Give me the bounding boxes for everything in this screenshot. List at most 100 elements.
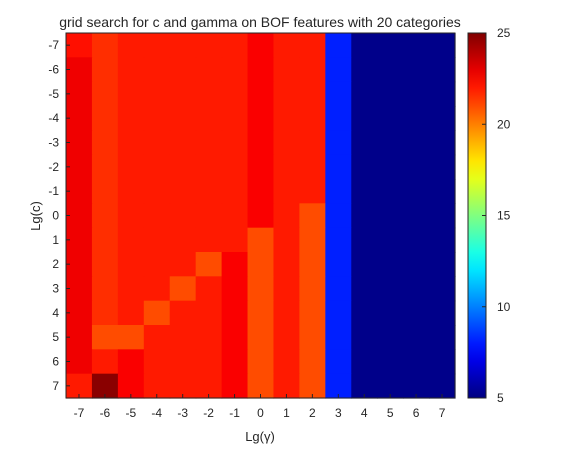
- heatmap-cell: [195, 349, 223, 375]
- heatmap-cell: [66, 203, 93, 229]
- heatmap-cell: [221, 33, 249, 58]
- heatmap-cell: [169, 276, 197, 302]
- heatmap-cell: [351, 276, 378, 302]
- y-tick-label: -5: [48, 87, 59, 101]
- heatmap-cell: [117, 154, 145, 180]
- heatmap-cell: [247, 300, 275, 326]
- heatmap-cell: [377, 106, 404, 131]
- colorbar-ticks: 5 10 15 20 25: [482, 26, 511, 405]
- heatmap-cell: [66, 349, 93, 375]
- heatmap-cell: [247, 227, 275, 253]
- heatmap-cell: [247, 325, 275, 350]
- heatmap-cell: [143, 276, 171, 302]
- heatmap-cell: [273, 106, 300, 131]
- y-tick-label: -7: [48, 38, 59, 52]
- heatmap-cell: [377, 325, 404, 350]
- heatmap-cell: [377, 252, 404, 277]
- heatmap-cell: [429, 81, 456, 107]
- heatmap-cell: [66, 300, 93, 326]
- x-tick-label: -1: [229, 406, 240, 420]
- x-tick-label: -5: [125, 406, 136, 420]
- heatmap-cell: [91, 57, 119, 83]
- x-tick-label: 1: [283, 406, 290, 420]
- heatmap-cell: [143, 106, 171, 131]
- heatmap-cell: [66, 81, 93, 107]
- colorbar-tick-label: 10: [497, 300, 511, 314]
- heatmap-cell: [91, 154, 119, 180]
- heatmap-cell: [273, 57, 300, 83]
- y-tick-label: 3: [52, 282, 59, 296]
- heatmap-cell: [195, 276, 223, 302]
- heatmap-cell: [117, 81, 145, 107]
- y-tick-label: -1: [48, 184, 59, 198]
- heatmap-cell: [299, 227, 326, 253]
- heatmap-cell: [195, 325, 223, 350]
- x-tick-label: -3: [177, 406, 188, 420]
- heatmap-cell: [351, 203, 378, 229]
- colorbar-tick-label: 25: [497, 26, 511, 40]
- heatmap-cell: [325, 349, 352, 375]
- heatmap-cell: [351, 57, 378, 83]
- heatmap-cell: [221, 57, 249, 83]
- heatmap-cell: [195, 33, 223, 58]
- heatmap-cell: [325, 33, 352, 58]
- heatmap-cell: [195, 81, 223, 107]
- heatmap-cell: [299, 325, 326, 350]
- heatmap-cell: [117, 179, 145, 204]
- heatmap-cell: [247, 179, 275, 204]
- heatmap-cells: [66, 33, 456, 399]
- heatmap-cell: [273, 227, 300, 253]
- heatmap-cell: [195, 203, 223, 229]
- x-tick-label: 3: [335, 406, 342, 420]
- heatmap-cell: [66, 325, 93, 350]
- heatmap-cell: [351, 179, 378, 204]
- heatmap-cell: [66, 227, 93, 253]
- heatmap-cell: [117, 349, 145, 375]
- heatmap-cell: [351, 130, 378, 156]
- y-tick-label: 4: [52, 306, 59, 320]
- heatmap-cell: [351, 33, 378, 58]
- heatmap-cell: [403, 130, 430, 156]
- heatmap-cell: [143, 203, 171, 229]
- heatmap-cell: [273, 179, 300, 204]
- heatmap-cell: [377, 276, 404, 302]
- heatmap-cell: [403, 81, 430, 107]
- heatmap-cell: [299, 276, 326, 302]
- heatmap-cell: [377, 227, 404, 253]
- heatmap-cell: [377, 300, 404, 326]
- heatmap-cell: [169, 57, 197, 83]
- heatmap-cell: [325, 252, 352, 277]
- heatmap-cell: [299, 179, 326, 204]
- heatmap-cell: [169, 81, 197, 107]
- heatmap-cell: [221, 179, 249, 204]
- heatmap-cell: [221, 349, 249, 375]
- heatmap-cell: [429, 57, 456, 83]
- heatmap-cell: [117, 106, 145, 131]
- heatmap-cell: [117, 252, 145, 277]
- heatmap-cell: [299, 130, 326, 156]
- heatmap-cell: [377, 203, 404, 229]
- heatmap-cell: [195, 154, 223, 180]
- heatmap-cell: [403, 57, 430, 83]
- heatmap-cell: [221, 276, 249, 302]
- heatmap-cell: [195, 300, 223, 326]
- heatmap-cell: [273, 130, 300, 156]
- heatmap-cell: [117, 33, 145, 58]
- heatmap-cell: [429, 179, 456, 204]
- x-tick-label: -2: [203, 406, 214, 420]
- heatmap-cell: [91, 203, 119, 229]
- heatmap-cell: [169, 106, 197, 131]
- heatmap-cell: [377, 349, 404, 375]
- heatmap-cell: [273, 349, 300, 375]
- heatmap-cell: [325, 57, 352, 83]
- x-tick-label: 6: [413, 406, 420, 420]
- heatmap-cell: [429, 276, 456, 302]
- heatmap-cell: [221, 325, 249, 350]
- heatmap-cell: [143, 57, 171, 83]
- heatmap-cell: [91, 349, 119, 375]
- heatmap-cell: [169, 252, 197, 277]
- heatmap-cell: [91, 276, 119, 302]
- y-tick-label: 0: [52, 209, 59, 223]
- x-tick-label: 4: [361, 406, 368, 420]
- heatmap-cell: [299, 300, 326, 326]
